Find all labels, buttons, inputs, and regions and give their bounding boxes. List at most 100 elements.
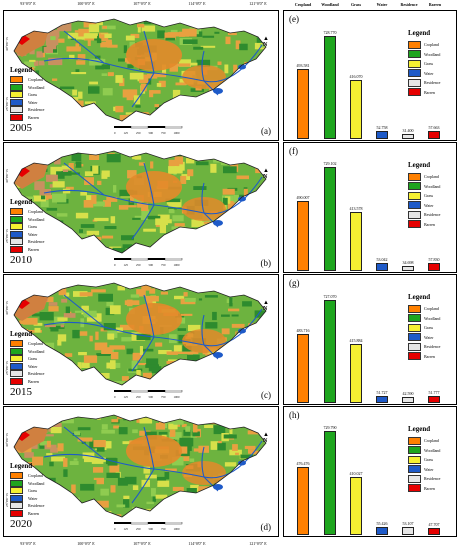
scale-label: 500 <box>148 263 154 267</box>
legend-item: Residence <box>10 502 44 510</box>
legend-item: Water <box>408 201 440 211</box>
longitude-label: 114°0'0" E <box>188 1 206 6</box>
bar-value-label: 55.426 <box>376 521 388 527</box>
bar-value-label: 729.790 <box>323 425 337 431</box>
map-panel: Legend Cropland Woodland Grass Water Residenc… <box>3 142 279 273</box>
legend-swatch <box>408 446 421 455</box>
legend-item: Water <box>10 230 44 239</box>
bar-value-label: 31.400 <box>402 128 414 134</box>
legend-label: Cropland <box>424 42 439 48</box>
bar-cropland <box>297 334 309 403</box>
bar-value-label: 52.758 <box>376 125 388 131</box>
scale-bar-graphic <box>114 125 183 129</box>
legend-title: Legend <box>408 161 431 169</box>
legend-item: Grass <box>10 487 44 495</box>
bar-grass <box>350 344 362 403</box>
legend-label: Residence <box>424 212 441 218</box>
chart-legend: Legend Cropland Woodland Grass Water Residenc… <box>408 293 440 361</box>
legend-swatch <box>10 245 23 253</box>
bar-barren <box>428 130 440 139</box>
latitude-label: 25°0'0" N <box>5 229 9 243</box>
legend-swatch <box>408 220 421 229</box>
latitude-label: 30°0'0" N <box>5 37 9 51</box>
figure-row: Legend Cropland Woodland Grass Water Residenc… <box>0 274 459 406</box>
legend-label: Woodland <box>28 480 45 486</box>
legend-item: Grass <box>10 223 44 231</box>
legend-item: Grass <box>408 191 440 201</box>
scale-bar-graphic <box>114 257 183 261</box>
bar-value-label: 493.581 <box>296 62 310 68</box>
map-panel-label: (c) <box>261 390 271 400</box>
map-legend: Legend Cropland Woodland Grass Water Residenc… <box>10 66 44 121</box>
bar-woodland <box>324 35 336 139</box>
bar-value-label: 53.107 <box>402 521 414 527</box>
scale-label: 250 <box>136 263 141 267</box>
bar-woodland <box>324 431 336 535</box>
bar-value-label: 42.590 <box>402 390 414 396</box>
chart-panel-label: (f) <box>289 146 298 156</box>
legend-label: Barren <box>424 221 435 227</box>
bar-chart-panel: (e) Legend Cropland Woodland Grass Water Resid… <box>283 10 457 141</box>
legend-label: Grass <box>28 488 38 494</box>
legend-swatch <box>10 76 23 84</box>
legend-item: Barren <box>408 220 440 230</box>
legend-item: Residence <box>408 78 440 88</box>
map-panel: Legend Cropland Woodland Grass Water Residenc… <box>3 406 279 537</box>
legend-label: Barren <box>28 510 39 516</box>
scale-label: 125 <box>123 527 129 531</box>
bar-residence <box>402 396 414 403</box>
legend-swatch <box>10 223 23 231</box>
legend-label: Water <box>424 334 434 340</box>
legend-swatch <box>408 342 421 351</box>
legend-item: Woodland <box>408 314 440 324</box>
legend-label: Water <box>28 99 38 105</box>
legend-item: Barren <box>10 509 44 518</box>
longitude-label: 107°0'0" E <box>133 541 151 546</box>
legend-item: Barren <box>408 352 440 362</box>
land-use-map <box>13 282 267 386</box>
scale-label: 250 <box>136 131 141 135</box>
legend-item: Barren <box>408 484 440 494</box>
legend-label: Woodland <box>424 183 441 189</box>
legend-item: Residence <box>10 238 44 246</box>
figure-row: Legend Cropland Woodland Grass Water Residenc… <box>0 142 459 274</box>
category-label: Grass <box>351 2 361 7</box>
legend-label: Grass <box>424 193 434 199</box>
bar-value-label: 34.698 <box>402 260 414 266</box>
scale-label: 750 <box>161 395 166 399</box>
legend-swatch <box>10 472 23 480</box>
bar-water <box>376 395 388 403</box>
scale-label: 125 <box>123 263 129 267</box>
legend-swatch <box>408 484 421 493</box>
bar-value-label: 53.042 <box>376 257 388 263</box>
latitude-label: 30°0'0" N <box>5 301 9 315</box>
legend-swatch <box>10 98 23 106</box>
legend-swatch <box>408 474 421 483</box>
legend-label: Cropland <box>424 438 439 444</box>
land-use-map <box>13 414 267 518</box>
legend-swatch <box>10 215 23 223</box>
legend-label: Woodland <box>28 84 45 90</box>
bar-value-label: 490.007 <box>296 195 310 201</box>
legend-item: Residence <box>408 474 440 484</box>
scale-label: 750 <box>161 527 166 531</box>
bar-water <box>376 131 388 139</box>
north-arrow-icon: ▲ N <box>263 168 269 180</box>
legend-label: Cropland <box>424 306 439 312</box>
bar-value-label: 410.027 <box>349 470 363 476</box>
legend-swatch <box>408 333 421 342</box>
legend-swatch <box>408 69 421 78</box>
latitude-label: 25°0'0" N <box>5 97 9 111</box>
bar-residence <box>402 527 414 535</box>
scale-label: 250 <box>136 395 141 399</box>
figure-row: Legend Cropland Woodland Grass Water Residenc… <box>0 406 459 538</box>
latitude-label: 25°0'0" N <box>5 361 9 375</box>
legend-item: Residence <box>408 210 440 220</box>
scale-bar-graphic <box>114 521 183 525</box>
legend-swatch <box>408 191 421 200</box>
legend-swatch <box>408 172 421 181</box>
legend-label: Woodland <box>28 348 45 354</box>
legend-swatch <box>10 113 23 121</box>
legend-item: Grass <box>10 355 44 363</box>
category-label: Barren <box>428 2 442 7</box>
